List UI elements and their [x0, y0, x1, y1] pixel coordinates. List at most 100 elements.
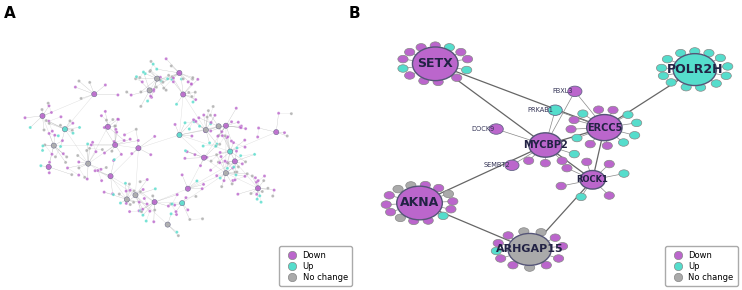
Point [135, 104, 147, 109]
Circle shape [604, 160, 614, 168]
Point [73, 125, 85, 130]
Point [239, 138, 251, 142]
Point [198, 155, 210, 160]
Point [199, 129, 211, 134]
Point [84, 146, 96, 151]
Point [139, 71, 151, 76]
Point [24, 125, 36, 130]
Point [201, 115, 213, 119]
Point [55, 115, 67, 119]
Point [148, 200, 160, 204]
Point [145, 152, 157, 157]
Point [105, 174, 116, 178]
Point [168, 79, 180, 84]
Circle shape [413, 47, 458, 81]
Point [169, 122, 181, 127]
Point [212, 160, 224, 164]
Point [131, 74, 142, 79]
Circle shape [416, 44, 426, 51]
Point [188, 119, 200, 124]
Point [160, 88, 172, 93]
Circle shape [433, 184, 444, 192]
Point [166, 75, 178, 79]
Point [110, 124, 122, 128]
Text: ROCK1: ROCK1 [577, 175, 608, 184]
Point [232, 192, 244, 197]
Text: AKNA: AKNA [400, 197, 439, 209]
Point [210, 144, 222, 148]
Point [211, 142, 223, 146]
Circle shape [409, 217, 418, 225]
Circle shape [608, 106, 618, 114]
Point [171, 212, 183, 217]
Point [145, 95, 157, 100]
Point [134, 209, 146, 213]
Point [160, 57, 172, 61]
Point [268, 188, 280, 193]
Point [137, 187, 149, 192]
Point [96, 178, 108, 183]
Point [215, 154, 227, 159]
Circle shape [489, 124, 503, 134]
Point [189, 152, 201, 157]
Point [252, 186, 264, 191]
Point [232, 120, 244, 124]
Circle shape [576, 193, 586, 201]
Circle shape [657, 64, 666, 72]
Point [226, 119, 237, 124]
Point [73, 166, 85, 170]
Point [278, 130, 290, 135]
Point [50, 155, 62, 159]
Circle shape [462, 66, 472, 74]
Point [251, 192, 263, 197]
Point [186, 82, 197, 86]
Point [43, 131, 55, 136]
Point [66, 172, 78, 177]
Point [43, 119, 55, 124]
Point [38, 128, 50, 132]
Point [205, 168, 217, 173]
Point [85, 142, 97, 147]
Circle shape [529, 133, 562, 157]
Point [217, 133, 229, 138]
Text: DOCK9: DOCK9 [471, 126, 494, 132]
Point [239, 174, 251, 179]
Point [154, 77, 166, 82]
Point [82, 142, 93, 146]
Circle shape [619, 170, 629, 177]
Point [212, 134, 224, 139]
Circle shape [541, 261, 551, 269]
Circle shape [536, 229, 546, 236]
Point [258, 174, 270, 178]
Point [190, 119, 202, 124]
Point [145, 68, 157, 73]
Circle shape [557, 242, 568, 250]
Circle shape [406, 182, 416, 189]
Point [55, 144, 67, 149]
Point [222, 135, 234, 139]
Point [121, 90, 133, 94]
Circle shape [550, 234, 560, 242]
Point [281, 134, 293, 138]
Point [197, 182, 209, 187]
Point [252, 197, 263, 202]
Point [140, 219, 152, 223]
Point [205, 113, 217, 117]
Point [148, 208, 160, 212]
Point [186, 134, 198, 138]
Point [108, 192, 119, 197]
Point [198, 113, 210, 117]
Text: ARHGAP15: ARHGAP15 [496, 244, 563, 254]
Point [183, 80, 194, 84]
Point [177, 92, 189, 97]
Point [81, 148, 93, 153]
Circle shape [629, 131, 640, 139]
Point [186, 94, 198, 99]
Point [229, 159, 241, 164]
Point [134, 200, 145, 204]
Point [130, 193, 142, 197]
Point [99, 125, 111, 130]
Point [45, 110, 57, 115]
Point [151, 85, 162, 90]
Text: PRKAB1: PRKAB1 [528, 107, 554, 113]
